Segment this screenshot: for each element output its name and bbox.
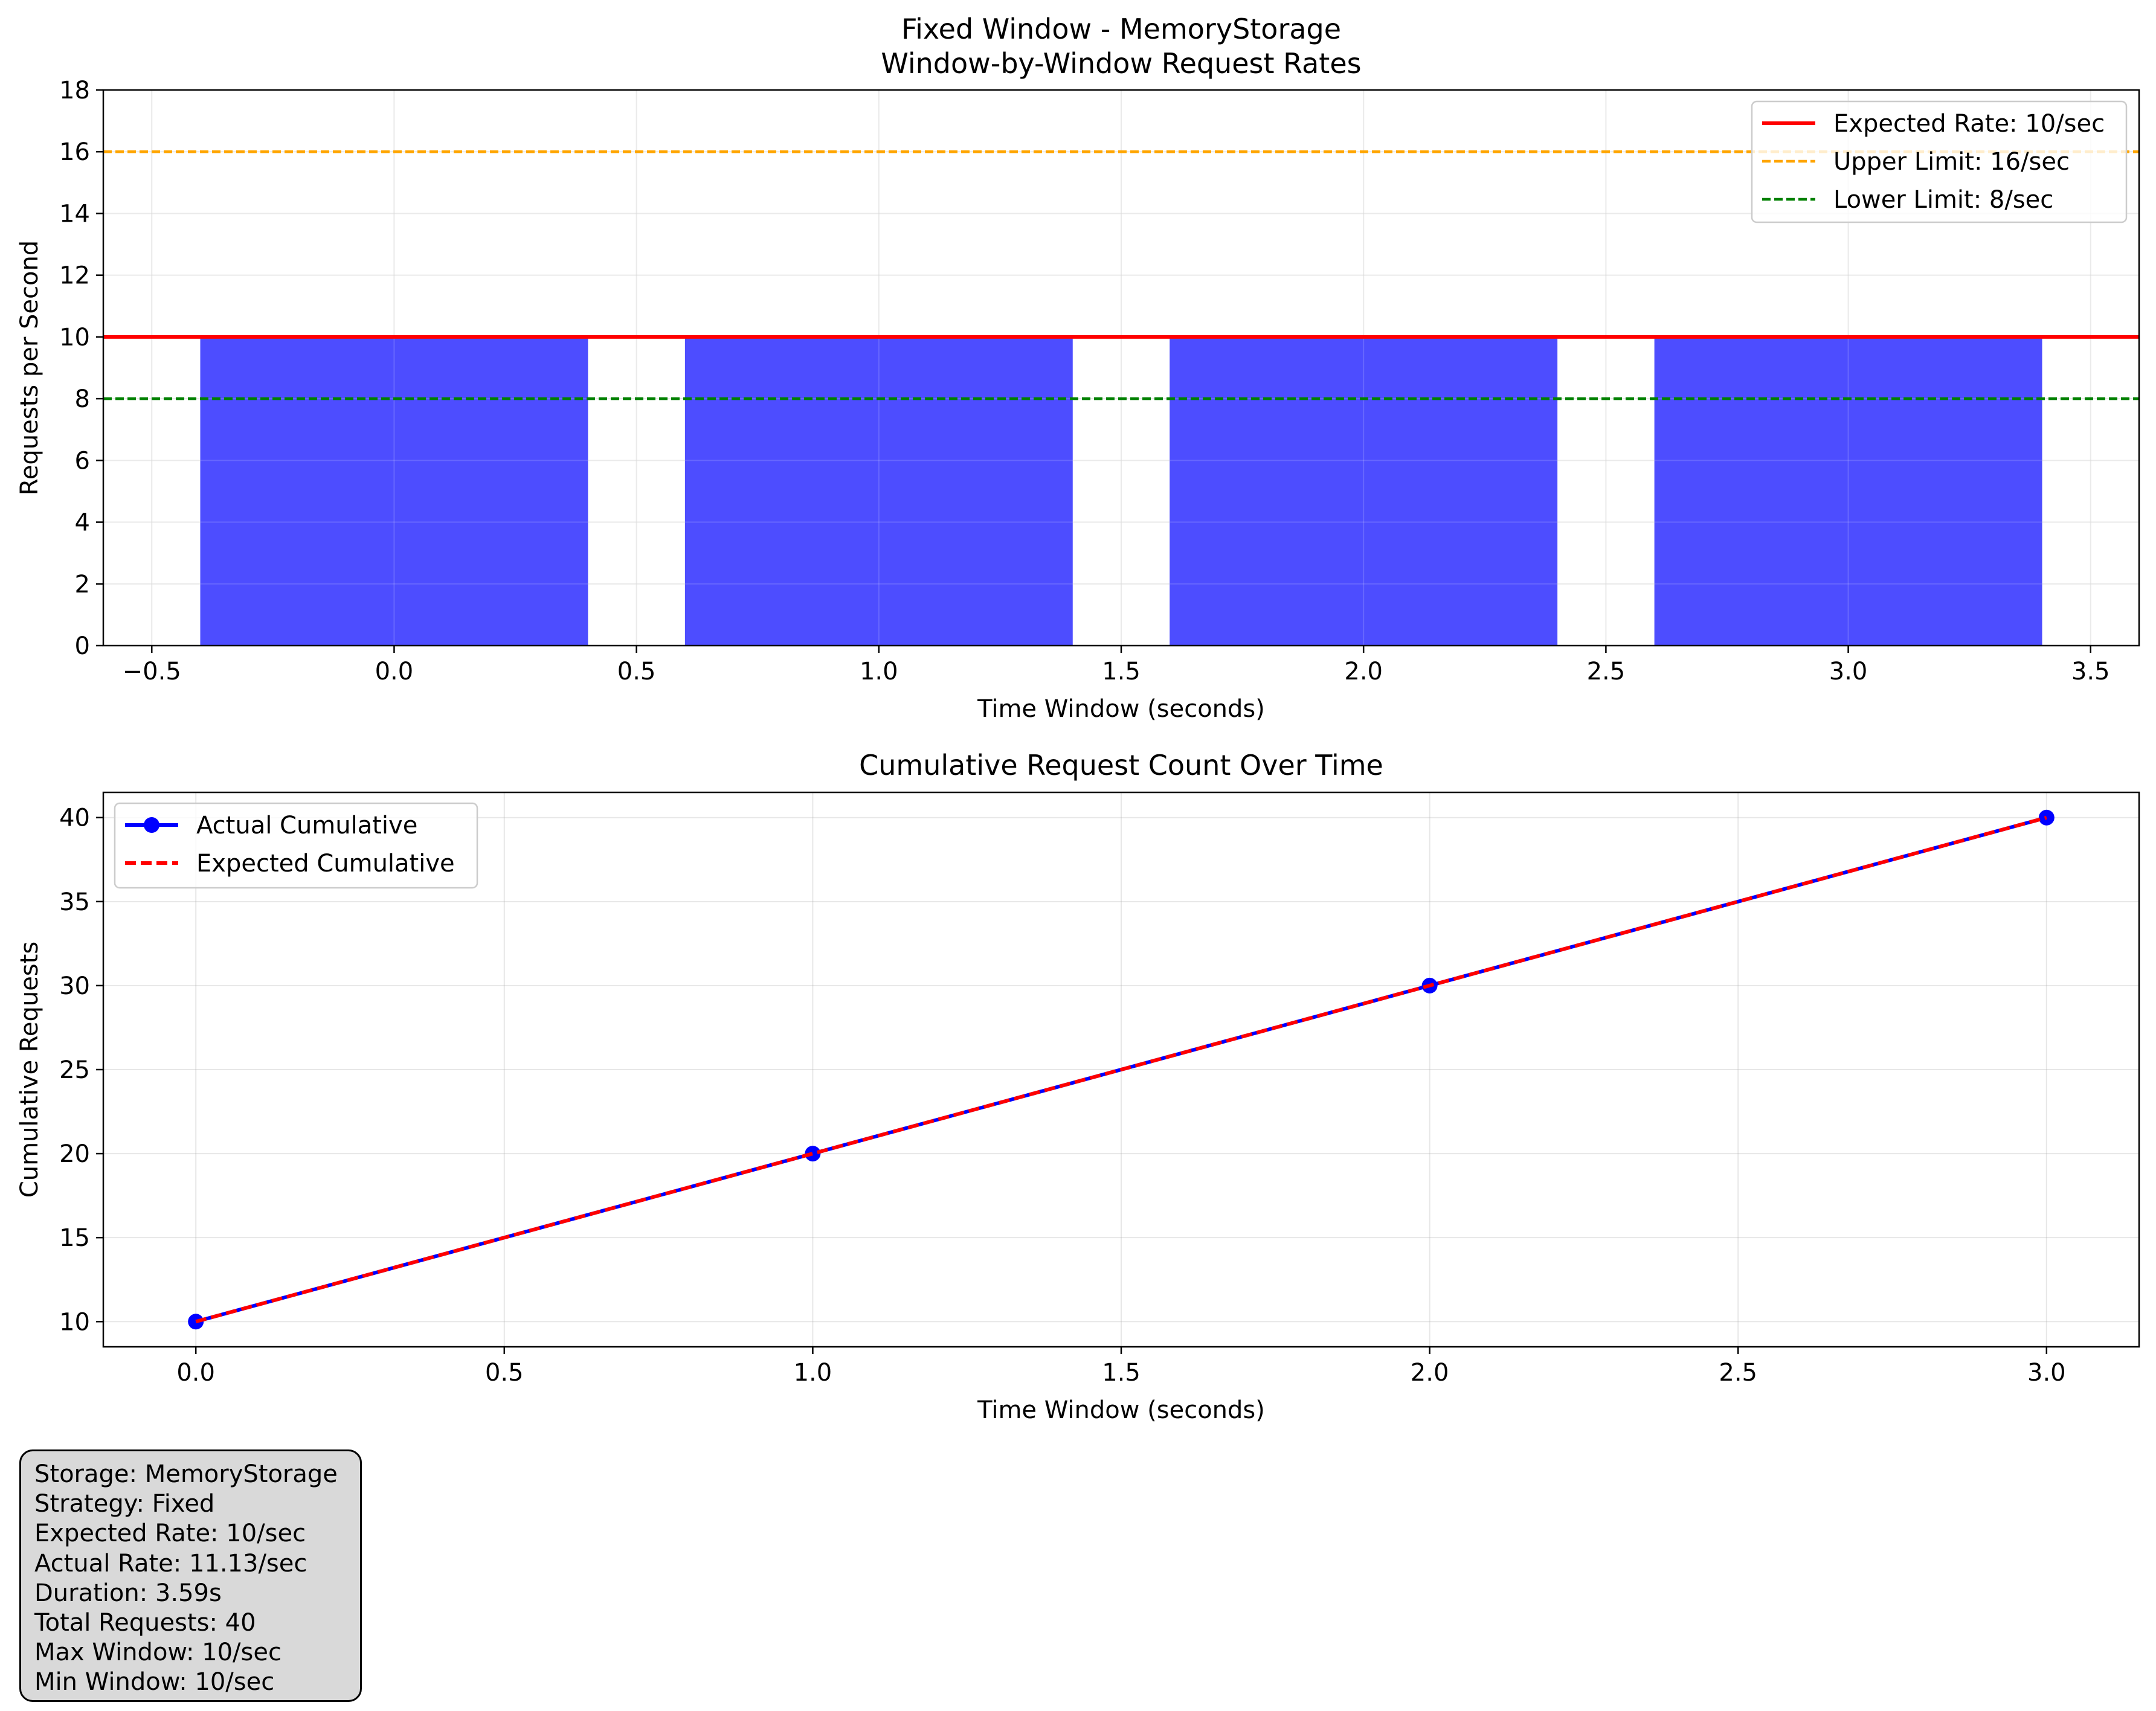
rate-chart: −0.5 0.0 0.5 1.0 1.5 2.0 2.5 3.0 3.5 0 2 4 6 8 10 12 14 1… — [16, 77, 2140, 723]
cumulative-xtick-label: 1.0 — [794, 1359, 832, 1387]
rate-xtick-label: 1.5 — [1102, 658, 1141, 685]
rate-legend-label: Upper Limit: 16/sec — [1833, 148, 2070, 176]
rate-legend-label: Lower Limit: 8/sec — [1833, 186, 2053, 214]
cumulative-ylabel: Cumulative Requests — [16, 942, 43, 1198]
cumulative-legend-label: Expected Cumulative — [196, 850, 455, 878]
cumulative-legend-label: Actual Cumulative — [196, 812, 417, 839]
rate-xtick-label: 1.0 — [860, 658, 898, 685]
cumulative-xlabel: Time Window (seconds) — [977, 1396, 1265, 1424]
rate-ytick-label: 8 — [75, 385, 90, 413]
rate-frame — [102, 89, 2140, 647]
rate-ytick-label: 10 — [59, 324, 90, 352]
cumulative-legend-marker — [144, 817, 159, 833]
rate-ytick-label: 4 — [75, 509, 90, 537]
stats-storage: Storage: MemoryStorage — [34, 1460, 338, 1488]
rate-ytick-label: 6 — [75, 447, 90, 475]
stats-max-window: Max Window: 10/sec — [34, 1639, 282, 1667]
cumulative-xtick-label: 2.0 — [1411, 1359, 1449, 1387]
cumulative-ytick-label: 15 — [59, 1224, 90, 1252]
cumulative-ytick-label: 40 — [59, 804, 90, 832]
rate-xtick-label: 2.0 — [1344, 658, 1383, 685]
rate-xtick-label: 0.5 — [617, 658, 656, 685]
suptitle-line1: Fixed Window - MemoryStorage — [901, 13, 1341, 45]
cumulative-ytick-label: 25 — [59, 1056, 90, 1084]
rate-bar — [1654, 336, 2042, 646]
rate-ytick-label: 16 — [59, 138, 90, 166]
cumulative-ytick-label: 30 — [59, 972, 90, 1000]
cumulative-point — [805, 1146, 821, 1162]
chart2-title: Cumulative Request Count Over Time — [859, 749, 1383, 782]
cumulative-xtick-label: 1.5 — [1102, 1359, 1141, 1387]
stats-expected-rate: Expected Rate: 10/sec — [34, 1520, 306, 1548]
cumulative-xtick-label: 0.5 — [485, 1359, 524, 1387]
cumulative-chart: 0.0 0.5 1.0 1.5 2.0 2.5 3.0 10 15 20 25 30 35 40 Time … — [16, 791, 2140, 1424]
rate-ytick-label: 18 — [59, 77, 90, 104]
cumulative-legend — [114, 802, 478, 889]
cumulative-frame — [102, 791, 2140, 1348]
rate-bar — [1170, 336, 1558, 646]
rate-xtick-label: −0.5 — [123, 658, 181, 685]
rate-xtick-label: 3.0 — [1829, 658, 1868, 685]
stats-duration: Duration: 3.59s — [34, 1579, 222, 1607]
stats-total-requests: Total Requests: 40 — [34, 1609, 256, 1637]
cumulative-ytick-label: 35 — [59, 888, 90, 916]
stats-actual-rate: Actual Rate: 11.13/sec — [34, 1549, 307, 1578]
cumulative-ytick-label: 10 — [59, 1308, 90, 1336]
rate-ylabel: Requests per Second — [16, 240, 43, 495]
rate-xlabel: Time Window (seconds) — [977, 695, 1265, 723]
rate-legend — [1751, 100, 2128, 223]
stats-strategy: Strategy: Fixed — [34, 1490, 215, 1518]
suptitle-line2: Window-by-Window Request Rates — [881, 47, 1361, 80]
stats-box: Storage: MemoryStorage Strategy: Fixed E… — [19, 1449, 362, 1702]
rate-xtick-label: 0.0 — [375, 658, 414, 685]
rate-ytick-label: 2 — [75, 571, 90, 599]
rate-bar — [200, 336, 588, 646]
rate-xtick-label: 2.5 — [1587, 658, 1626, 685]
cumulative-xtick-label: 2.5 — [1719, 1359, 1757, 1387]
cumulative-xtick-label: 3.0 — [2027, 1359, 2066, 1387]
rate-ytick-label: 12 — [59, 262, 90, 290]
rate-legend-label: Expected Rate: 10/sec — [1833, 110, 2105, 138]
cumulative-xtick-label: 0.0 — [176, 1359, 215, 1387]
rate-ytick-label: 0 — [75, 632, 90, 660]
rate-bar — [684, 336, 1073, 646]
rate-ytick-label: 14 — [59, 200, 90, 228]
cumulative-series-line — [195, 815, 2047, 1324]
rate-xtick-label: 3.5 — [2071, 658, 2110, 685]
stats-min-window: Min Window: 10/sec — [34, 1668, 275, 1697]
cumulative-ytick-label: 20 — [59, 1140, 90, 1168]
